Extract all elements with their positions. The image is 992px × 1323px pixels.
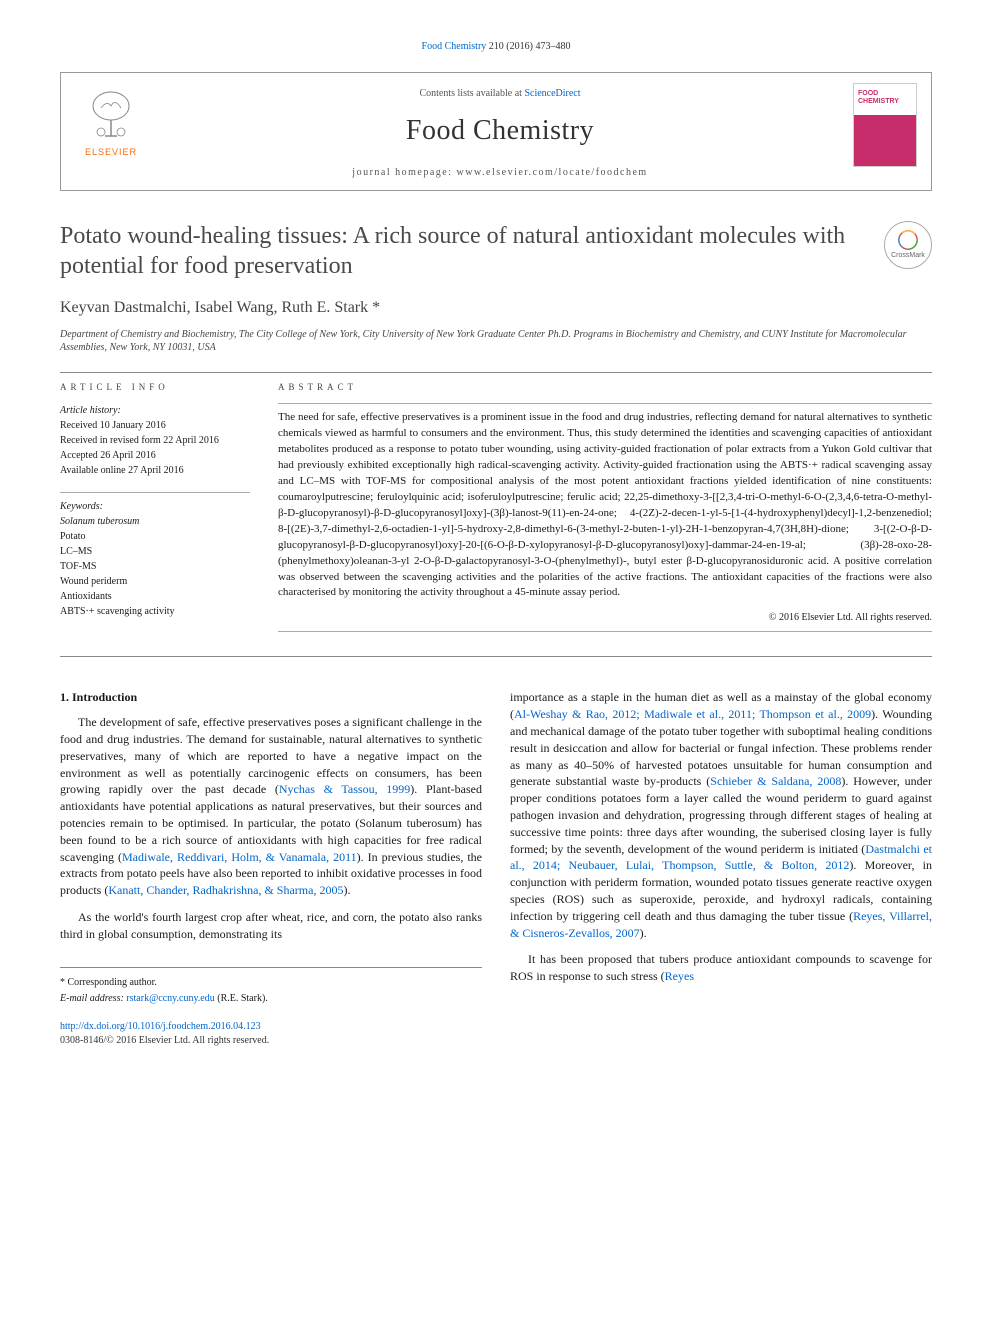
info-divider xyxy=(60,492,250,493)
doi-link[interactable]: http://dx.doi.org/10.1016/j.foodchem.201… xyxy=(60,1021,261,1032)
homepage-line: journal homepage: www.elsevier.com/locat… xyxy=(161,166,839,180)
ref-link[interactable]: Kanatt, Chander, Radhakrishna, & Sharma,… xyxy=(108,883,343,897)
ref-link[interactable]: Al-Weshay & Rao, 2012; Madiwale et al., … xyxy=(514,707,871,721)
crossmark-icon xyxy=(897,229,919,251)
history-line: Received 10 January 2016 xyxy=(60,418,250,433)
abstract-top-rule xyxy=(278,403,932,404)
journal-cover-thumb[interactable]: FOOD CHEMISTRY xyxy=(853,83,917,167)
keyword: ABTS·+ scavenging activity xyxy=(60,604,250,619)
doi-line: http://dx.doi.org/10.1016/j.foodchem.201… xyxy=(60,1020,932,1034)
body-text: ). xyxy=(640,926,647,940)
email-link[interactable]: rstark@ccny.cuny.edu xyxy=(126,993,214,1004)
abstract-heading: ABSTRACT xyxy=(278,381,932,394)
body-paragraph: The development of safe, effective prese… xyxy=(60,714,482,899)
corresponding-author-footer: * Corresponding author. E-mail address: … xyxy=(60,967,482,1006)
email-line: E-mail address: rstark@ccny.cuny.edu (R.… xyxy=(60,992,482,1006)
history-line: Received in revised form 22 April 2016 xyxy=(60,433,250,448)
author-list: Keyvan Dastmalchi, Isabel Wang, Ruth E. … xyxy=(60,297,932,319)
citation-line: Food Chemistry 210 (2016) 473–480 xyxy=(60,40,932,54)
crossmark-badge[interactable]: CrossMark xyxy=(884,221,932,269)
article-info-heading: ARTICLE INFO xyxy=(60,381,250,394)
section-heading: 1. Introduction xyxy=(60,689,482,706)
elsevier-wordmark: ELSEVIER xyxy=(85,146,137,159)
body-paragraph: As the world's fourth largest crop after… xyxy=(60,909,482,943)
body-text: It has been proposed that tubers produce… xyxy=(510,952,932,983)
homepage-prefix: journal homepage: xyxy=(352,167,456,178)
history-label: Article history: xyxy=(60,403,250,418)
body-paragraph: It has been proposed that tubers produce… xyxy=(510,951,932,985)
crossmark-label: CrossMark xyxy=(891,251,925,261)
affiliation-text: Department of Chemistry and Biochemistry… xyxy=(60,328,932,354)
contents-text: Contents lists available at xyxy=(419,88,524,99)
email-suffix: (R.E. Stark). xyxy=(215,993,268,1004)
body-text: ). xyxy=(343,883,350,897)
abstract-col: ABSTRACT The need for safe, effective pr… xyxy=(278,381,932,639)
email-label: E-mail address: xyxy=(60,993,126,1004)
keyword: Potato xyxy=(60,529,250,544)
history-line: Available online 27 April 2016 xyxy=(60,463,250,478)
journal-name: Food Chemistry xyxy=(161,111,839,150)
ref-link[interactable]: Schieber & Saldana, 2008 xyxy=(710,774,841,788)
body-columns: 1. Introduction The development of safe,… xyxy=(60,689,932,1005)
journal-header-box: ELSEVIER Contents lists available at Sci… xyxy=(60,72,932,191)
corresponding-label: * Corresponding author. xyxy=(60,976,482,990)
ref-link[interactable]: Nychas & Tassou, 1999 xyxy=(279,782,410,796)
keyword: LC–MS xyxy=(60,544,250,559)
keyword: Antioxidants xyxy=(60,589,250,604)
article-history-block: Article history: Received 10 January 201… xyxy=(60,403,250,478)
rights-line: 0308-8146/© 2016 Elsevier Ltd. All right… xyxy=(60,1034,932,1048)
keywords-block: Keywords: Solanum tuberosum Potato LC–MS… xyxy=(60,499,250,619)
contents-line: Contents lists available at ScienceDirec… xyxy=(161,87,839,101)
cover-title-text: FOOD CHEMISTRY xyxy=(858,90,916,105)
keyword: TOF-MS xyxy=(60,559,250,574)
keyword: Wound periderm xyxy=(60,574,250,589)
sciencedirect-link[interactable]: ScienceDirect xyxy=(524,88,580,99)
citation-vol-pages: 210 (2016) 473–480 xyxy=(486,41,570,52)
abstract-bottom-rule xyxy=(278,631,932,632)
citation-journal-link[interactable]: Food Chemistry xyxy=(422,41,487,52)
info-abstract-row: ARTICLE INFO Article history: Received 1… xyxy=(60,381,932,639)
header-center: Contents lists available at ScienceDirec… xyxy=(161,83,839,180)
ref-link[interactable]: Madiwale, Reddivari, Holm, & Vanamala, 2… xyxy=(122,850,357,864)
elsevier-tree-icon xyxy=(83,88,139,144)
body-paragraph: importance as a staple in the human diet… xyxy=(510,689,932,941)
title-block: Potato wound-healing tissues: A rich sou… xyxy=(60,221,932,281)
abstract-copyright: © 2016 Elsevier Ltd. All rights reserved… xyxy=(278,611,932,625)
abstract-text: The need for safe, effective preservativ… xyxy=(278,410,932,601)
keyword: Solanum tuberosum xyxy=(60,514,250,529)
article-title: Potato wound-healing tissues: A rich sou… xyxy=(60,221,868,281)
ref-link[interactable]: Reyes xyxy=(665,969,694,983)
divider-line xyxy=(60,372,932,373)
keywords-label: Keywords: xyxy=(60,499,250,514)
body-col-right: importance as a staple in the human diet… xyxy=(510,689,932,1005)
homepage-url[interactable]: www.elsevier.com/locate/foodchem xyxy=(457,167,648,178)
body-divider xyxy=(60,656,932,657)
elsevier-logo[interactable]: ELSEVIER xyxy=(75,83,147,163)
article-info-col: ARTICLE INFO Article history: Received 1… xyxy=(60,381,250,639)
body-col-left: 1. Introduction The development of safe,… xyxy=(60,689,482,1005)
history-line: Accepted 26 April 2016 xyxy=(60,448,250,463)
